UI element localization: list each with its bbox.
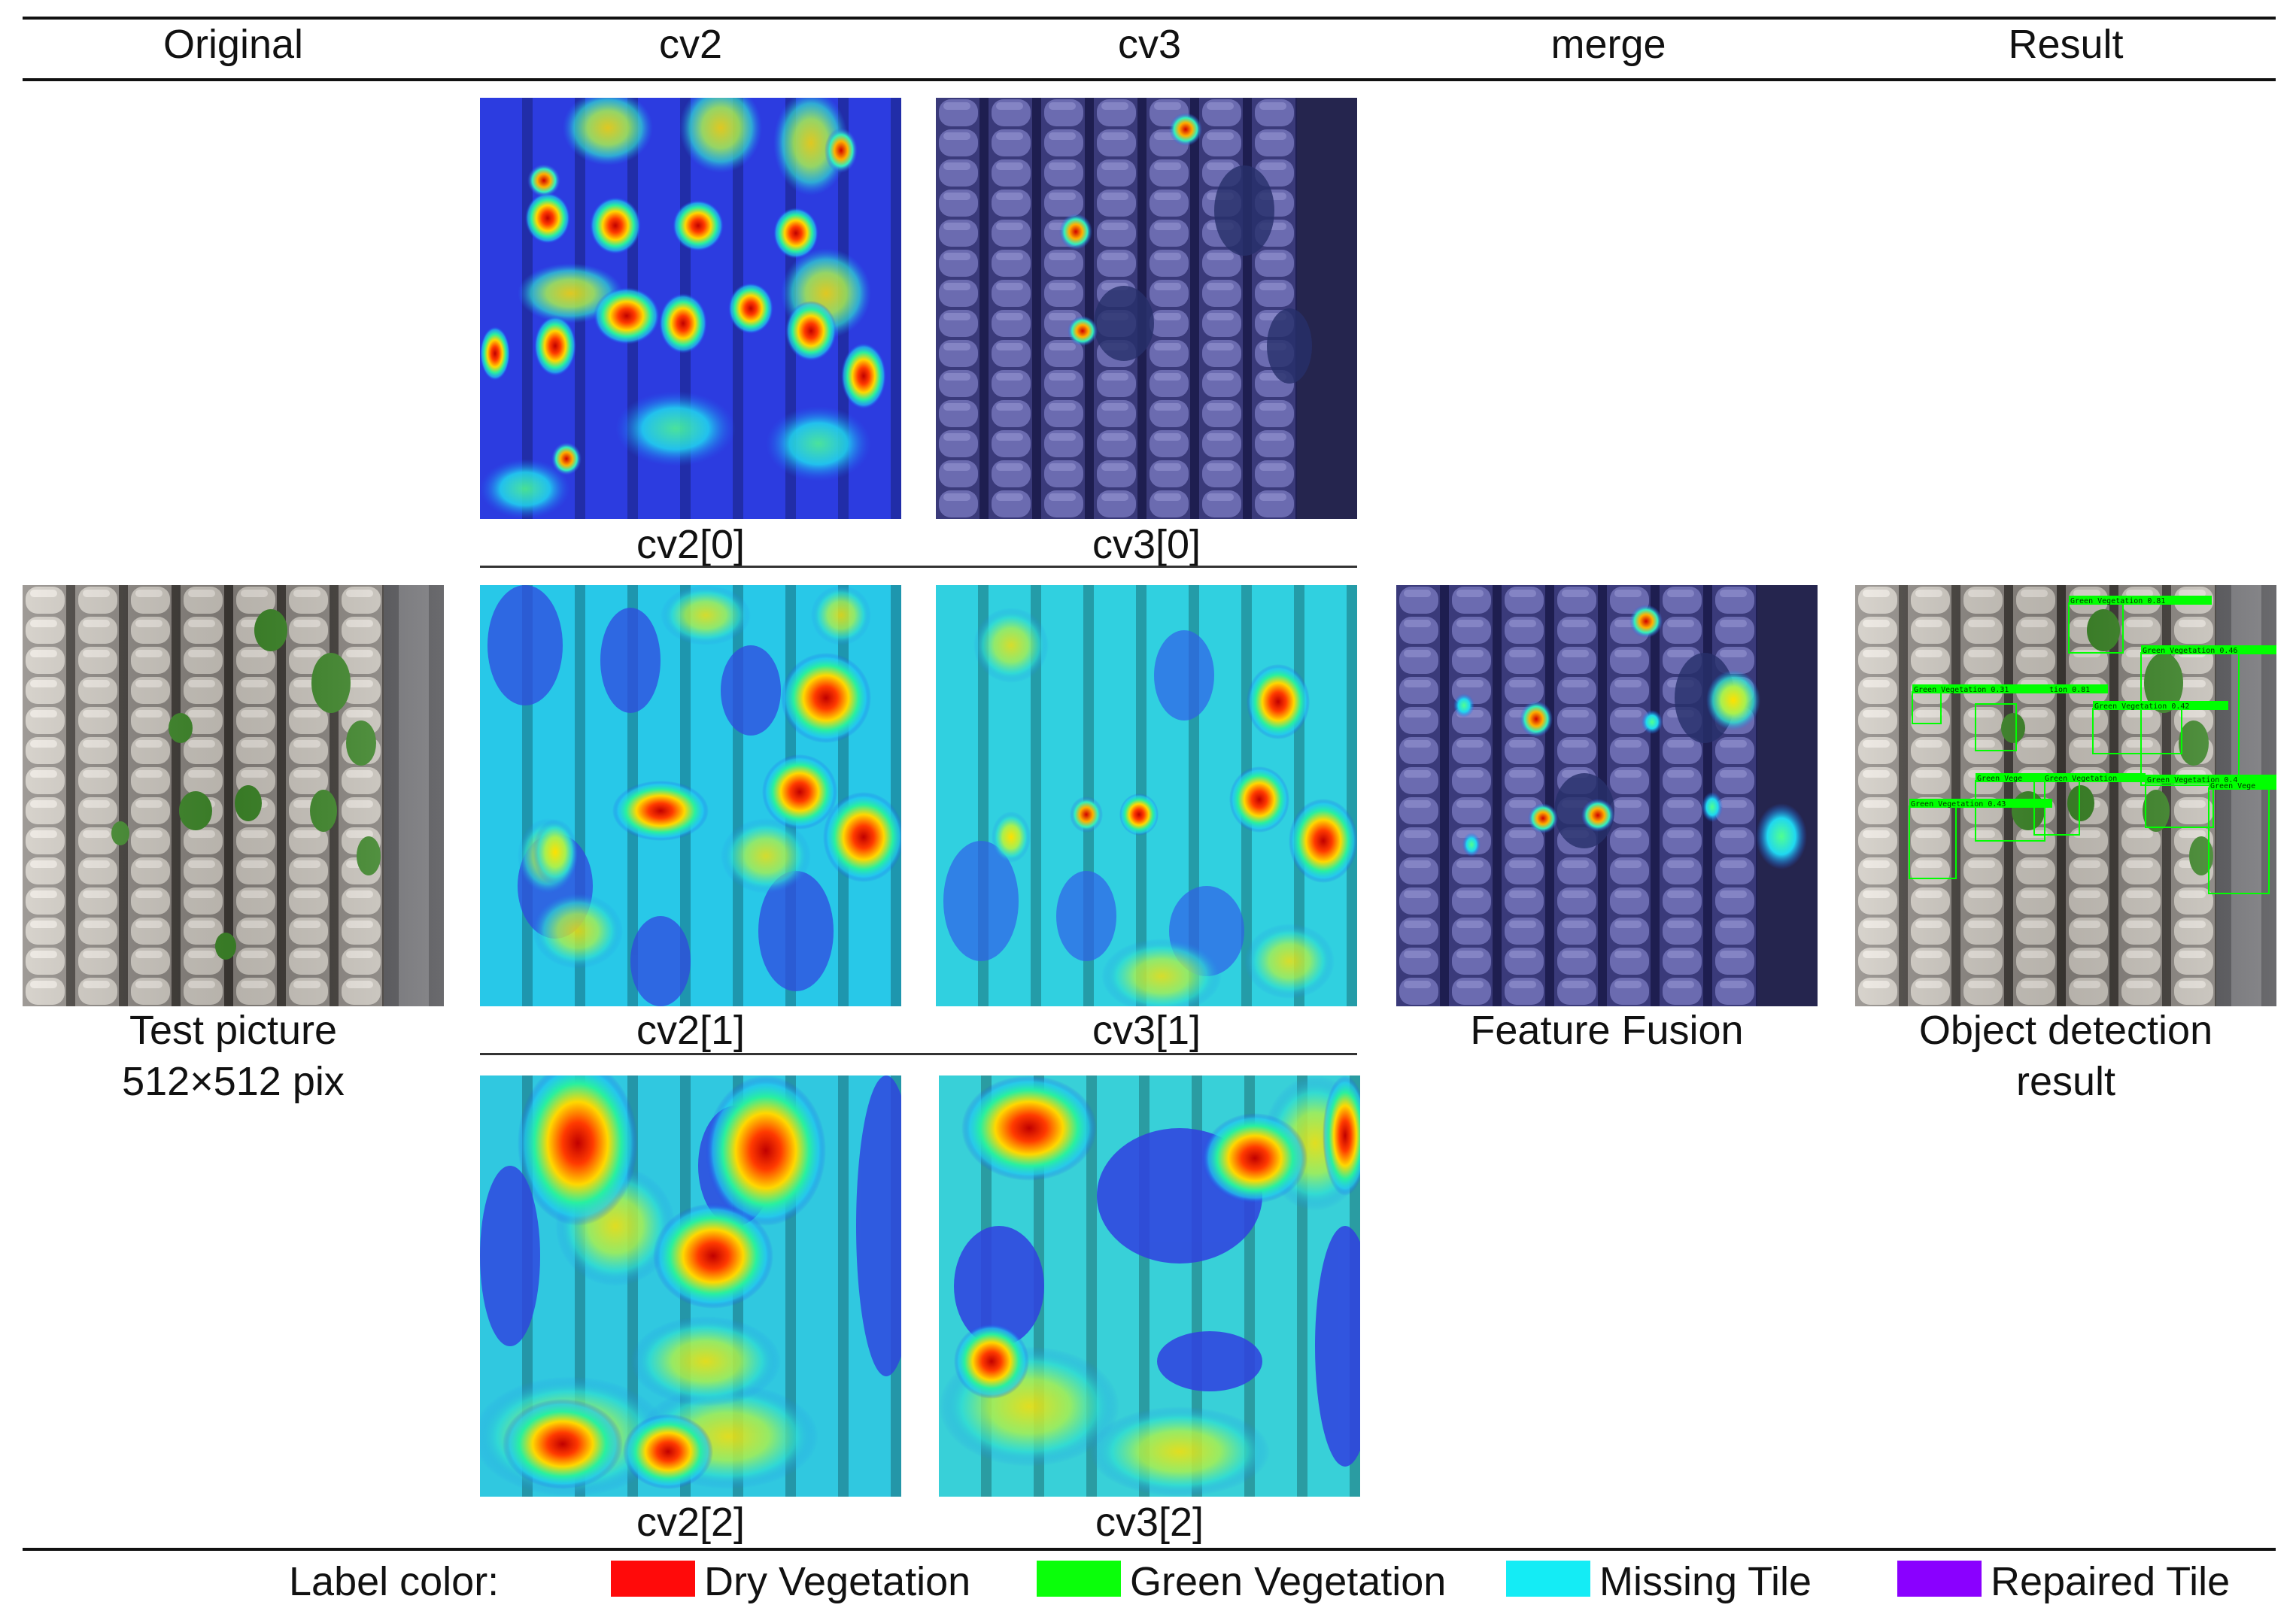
detection-label: Green Vegetation 0.31 xyxy=(1914,686,2009,694)
detection-label: Green Vege xyxy=(1977,775,2022,783)
label-cv3-2: cv3[2] xyxy=(1095,1500,1204,1545)
original-image xyxy=(23,585,444,1006)
legend-swatch-green-vegetation xyxy=(1037,1561,1121,1597)
divider-row2 xyxy=(480,1053,1357,1055)
label-cv2-2: cv2[2] xyxy=(636,1500,746,1545)
legend-label-dry-vegetation: Dry Vegetation xyxy=(704,1559,971,1604)
merge-caption: Feature Fusion xyxy=(1470,1008,1744,1053)
legend-title: Label color: xyxy=(289,1559,500,1604)
feature-fusion-image xyxy=(1396,585,1818,1006)
heatmap-cv2-1 xyxy=(480,585,901,1006)
legend-label-repaired-tile: Repaired Tile xyxy=(1991,1559,2231,1604)
heatmap-cv2-0 xyxy=(480,98,901,519)
original-caption: Test picture 512×512 pix xyxy=(23,1005,444,1107)
original-caption-line1: Test picture xyxy=(129,1008,338,1053)
detection-label: tion 0.81 xyxy=(2049,686,2090,694)
result-caption-line1: Object detection xyxy=(1918,1008,2213,1053)
heatmap-cv3-1 xyxy=(936,585,1357,1006)
label-cv2-1: cv2[1] xyxy=(636,1008,746,1053)
top-rule xyxy=(23,17,2276,20)
header-result: Result xyxy=(2008,22,2124,67)
legend-swatch-repaired-tile xyxy=(1897,1561,1982,1597)
detection-label: Green Vegetation 0.43 xyxy=(1911,800,2006,808)
heatmap-cv3-2 xyxy=(939,1075,1360,1497)
result-caption: Object detection result xyxy=(1855,1005,2276,1107)
divider-row1 xyxy=(480,566,1357,568)
legend-rule xyxy=(23,1548,2276,1551)
detection-label: Green Vegetation 0.42 xyxy=(2094,702,2189,711)
heatmap-cv3-0 xyxy=(936,98,1357,519)
header-original: Original xyxy=(162,22,304,67)
label-cv2-0: cv2[0] xyxy=(636,522,746,567)
detection-label: Green Vegetation 0.46 xyxy=(2143,647,2237,655)
legend-swatch-missing-tile xyxy=(1506,1561,1590,1597)
detection-label: Green Vegetation xyxy=(2045,775,2117,783)
legend-label-green-vegetation: Green Vegetation xyxy=(1130,1559,1447,1604)
heatmap-cv2-2 xyxy=(480,1075,901,1497)
detection-label: Green Vege xyxy=(2210,782,2255,790)
original-caption-line2: 512×512 pix xyxy=(122,1059,345,1104)
detection-result-image: Green Vegetation 0.81 Green Vegetation 0… xyxy=(1855,585,2276,1006)
label-cv3-0: cv3[0] xyxy=(1092,522,1201,567)
header-cv2: cv2 xyxy=(658,22,723,67)
header-merge: merge xyxy=(1550,22,1666,67)
detection-label: Green Vegetation 0.81 xyxy=(2070,597,2165,605)
result-caption-line2: result xyxy=(2015,1059,2116,1104)
label-cv3-1: cv3[1] xyxy=(1092,1008,1201,1053)
legend-swatch-dry-vegetation xyxy=(611,1561,695,1597)
header-rule xyxy=(23,78,2276,81)
detection-box xyxy=(1975,703,2017,751)
detection-label: Green Vegetation 0.4 xyxy=(2147,776,2237,784)
legend-label-missing-tile: Missing Tile xyxy=(1599,1559,1812,1604)
header-cv3: cv3 xyxy=(1117,22,1182,67)
